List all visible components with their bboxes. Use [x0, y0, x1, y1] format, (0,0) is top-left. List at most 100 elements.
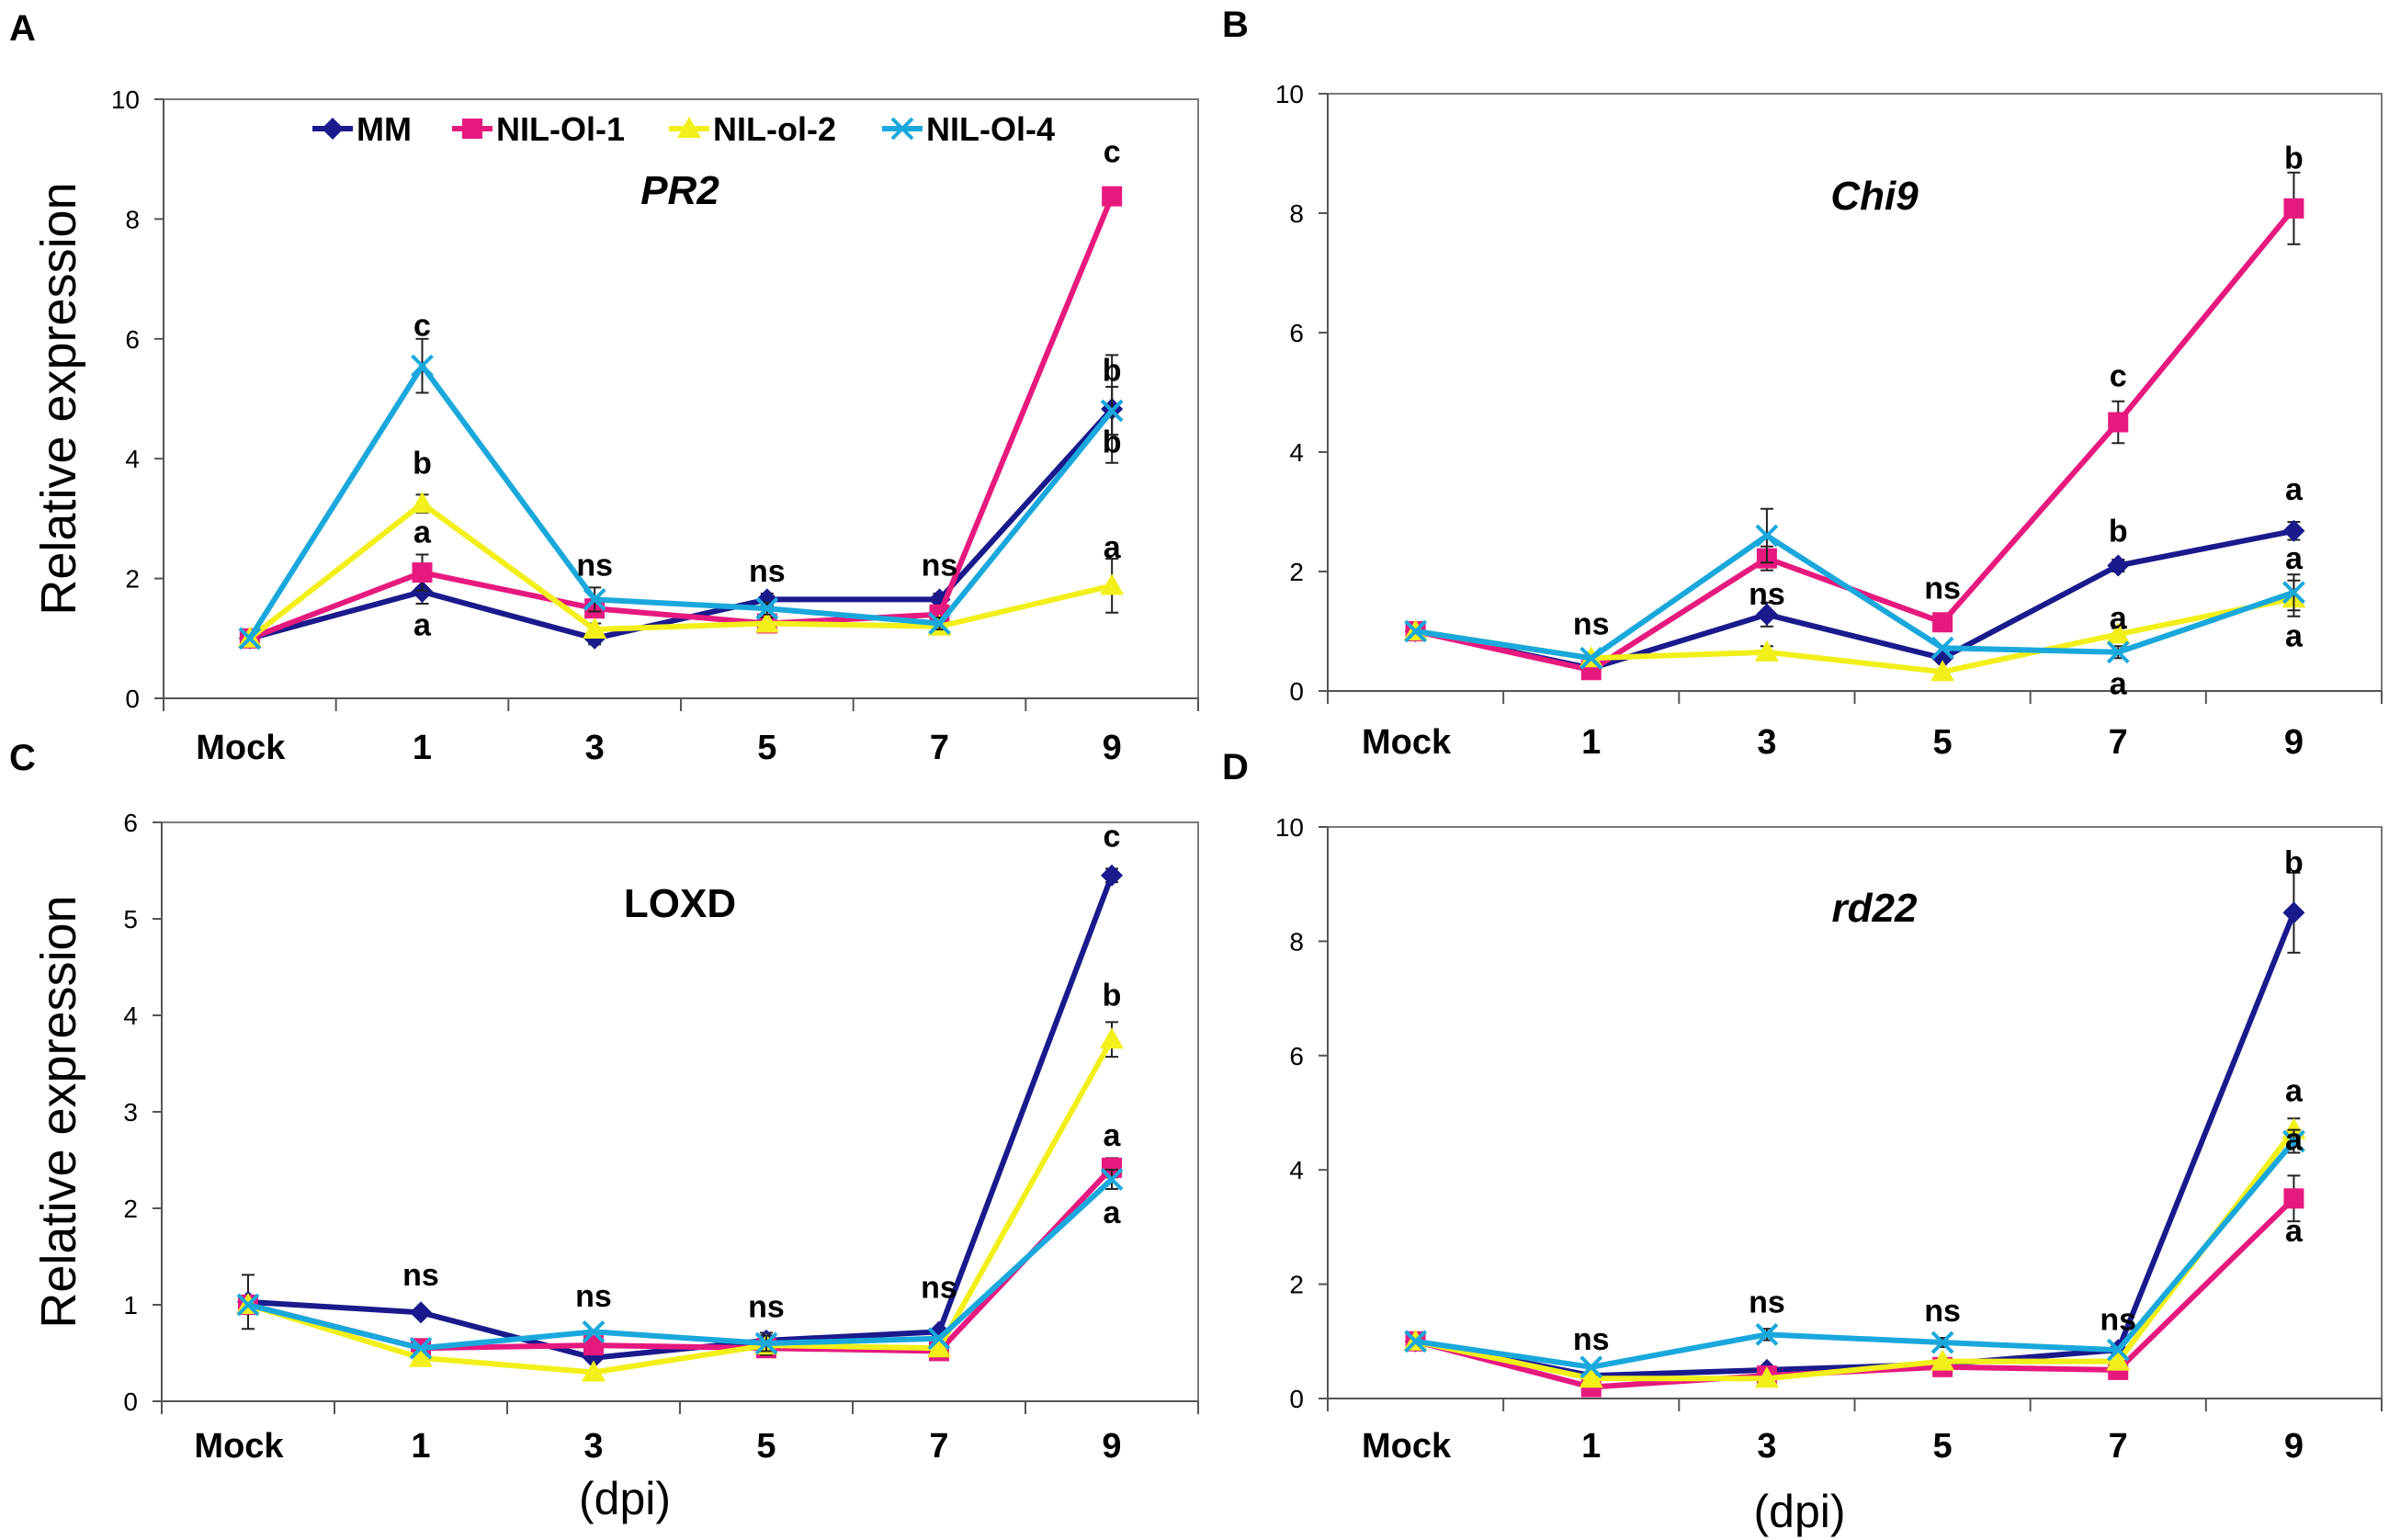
- data-point: [2107, 554, 2130, 577]
- data-point: [409, 1345, 433, 1367]
- data-point: [1579, 1355, 1603, 1379]
- legend: MM NIL-Ol-1 NIL-ol-2 NIL-Ol-4: [312, 110, 1055, 148]
- significance-label: ns: [1573, 606, 1610, 641]
- y-tick-label: 6: [125, 325, 140, 354]
- y-tick-label: 8: [125, 205, 140, 233]
- x-axis-label: (dpi): [1753, 1486, 1845, 1537]
- y-tick-label: 0: [125, 685, 140, 713]
- y-axis-label: Relative expression: [31, 182, 86, 615]
- data-point: [1100, 1027, 1124, 1049]
- legend-label: NIL-ol-2: [713, 110, 836, 148]
- y-tick-label: 4: [1289, 1156, 1304, 1184]
- panel-letter: D: [1222, 747, 1249, 787]
- significance-label: ns: [749, 554, 786, 589]
- data-point: [1754, 640, 1779, 662]
- significance-label: c: [1104, 134, 1121, 169]
- chart-title: PR2: [640, 168, 719, 213]
- significance-label: b: [2284, 845, 2304, 880]
- legend-marker: [677, 117, 701, 138]
- significance-label: b: [1103, 425, 1122, 460]
- series-line: [247, 501, 1113, 641]
- x-tick-label: Mock: [196, 729, 286, 767]
- significance-label: b: [413, 447, 432, 481]
- x-tick-label: Mock: [1362, 723, 1452, 762]
- data-point: [583, 1335, 604, 1356]
- data-point: [2106, 1338, 2130, 1362]
- significance-label: b: [1103, 979, 1122, 1013]
- x-tick-label: 1: [411, 1427, 430, 1466]
- series-line: [1414, 206, 2296, 674]
- significance-label: ns: [921, 1271, 957, 1306]
- data-point: [1579, 646, 1603, 670]
- chart-title: Chi9: [1830, 174, 1919, 219]
- x-tick-label: 1: [1581, 1427, 1601, 1466]
- legend-label: MM: [357, 110, 412, 148]
- series-nil-ol-4: [238, 337, 1124, 651]
- significance-label: ns: [1924, 571, 1961, 606]
- x-tick-label: Mock: [194, 1427, 284, 1466]
- y-tick-label: 2: [125, 565, 140, 594]
- data-point: [2283, 198, 2304, 219]
- series-line: [248, 195, 1115, 641]
- x-tick-label: 3: [1757, 723, 1776, 762]
- data-point: [236, 1293, 260, 1317]
- series-nil-ol-2: [237, 492, 1125, 648]
- significance-label: ns: [748, 1290, 785, 1325]
- x-tick-label: 3: [583, 1427, 603, 1466]
- legend-marker: [322, 118, 344, 140]
- significance-label: c: [413, 309, 431, 344]
- y-tick-label: 5: [123, 905, 138, 934]
- data-point: [1100, 1168, 1124, 1191]
- significance-label: c: [2110, 359, 2127, 394]
- x-tick-label: 9: [1102, 1427, 1121, 1466]
- data-point: [409, 1336, 433, 1360]
- x-tick-label: 9: [1103, 729, 1122, 767]
- x-tick-label: 1: [1581, 723, 1601, 762]
- chart-panel-c: C 0 1 2 3 4 5 6 Mock 1 3 5 7 9 Relative expression (dpi…: [9, 738, 1199, 1524]
- x-tick-label: 7: [929, 1427, 948, 1466]
- significance-label: a: [1104, 530, 1122, 565]
- y-tick-label: 10: [1275, 813, 1304, 842]
- data-point: [1755, 524, 1779, 548]
- significance-label: c: [1104, 819, 1121, 854]
- data-point: [927, 1327, 951, 1351]
- y-tick-label: 0: [1289, 677, 1304, 706]
- data-point: [411, 354, 434, 378]
- data-point: [410, 1301, 432, 1324]
- data-point: [1930, 660, 1955, 682]
- significance-label: a: [2285, 1214, 2304, 1249]
- significance-label: b: [1103, 353, 1122, 388]
- data-point: [1102, 186, 1123, 207]
- series-line: [247, 1177, 1115, 1352]
- data-point: [928, 612, 951, 635]
- series-line: [1415, 533, 2295, 662]
- data-point: [1579, 1366, 1603, 1388]
- data-point: [1930, 636, 1954, 660]
- y-tick-label: 0: [123, 1387, 138, 1416]
- data-point: [1930, 1349, 1955, 1371]
- legend-label: NIL-Ol-4: [926, 110, 1055, 148]
- legend-marker: [890, 117, 914, 141]
- data-point: [582, 1360, 606, 1382]
- x-tick-label: 5: [757, 729, 776, 767]
- legend-label: NIL-Ol-1: [496, 110, 625, 148]
- data-point: [754, 1331, 778, 1355]
- data-point: [1404, 1330, 1427, 1353]
- x-tick-label: 1: [413, 729, 432, 767]
- data-point: [2283, 1188, 2304, 1209]
- significance-label: a: [1104, 1118, 1122, 1153]
- y-tick-label: 6: [1289, 1042, 1304, 1070]
- series-line: [1414, 527, 2294, 672]
- data-point: [2282, 519, 2305, 542]
- series-nil-ol-2: [1403, 579, 2306, 682]
- y-tick-label: 4: [123, 1002, 138, 1030]
- y-tick-label: 8: [1289, 199, 1304, 228]
- y-tick-label: 2: [1289, 1271, 1304, 1299]
- series-line: [1415, 1139, 2296, 1370]
- significance-label: ns: [1749, 577, 1785, 612]
- legend-item-mm: MM: [312, 110, 412, 148]
- data-point: [1930, 1331, 1954, 1354]
- data-point: [1100, 573, 1125, 595]
- data-point: [412, 562, 433, 583]
